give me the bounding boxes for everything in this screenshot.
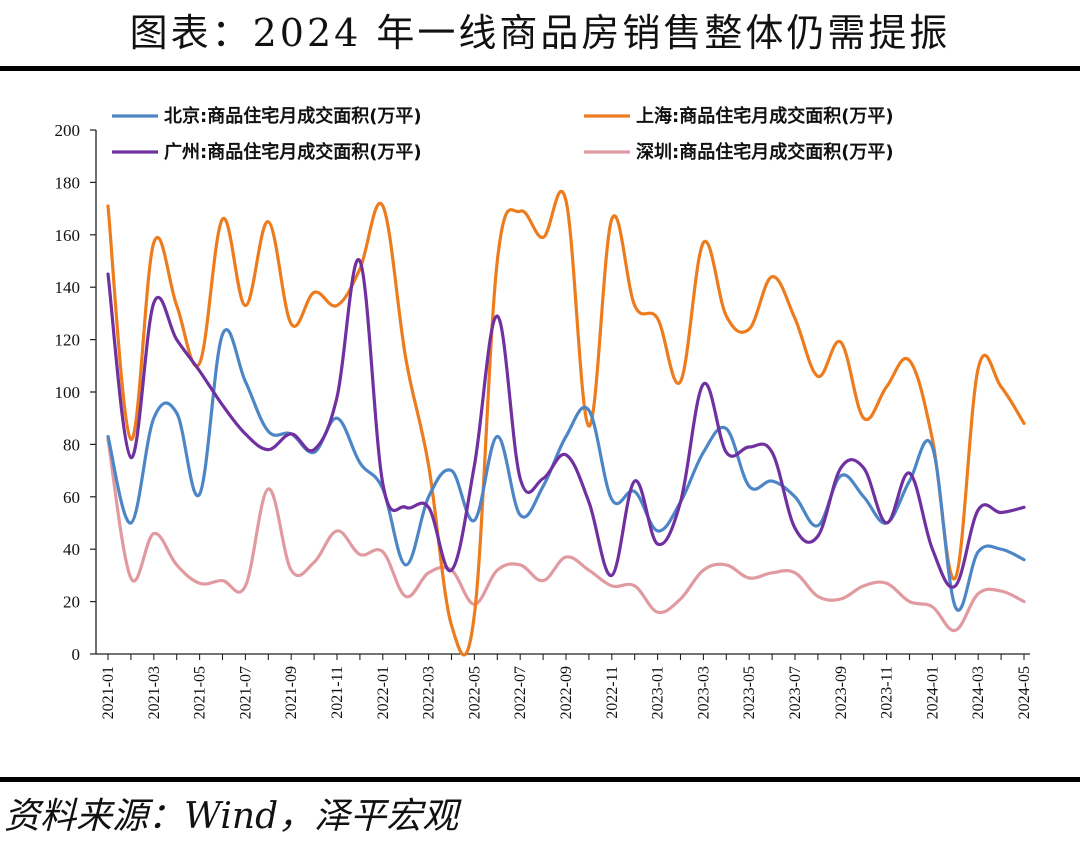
chart-series (106, 189, 1026, 657)
y-tick-label: 100 (55, 383, 81, 402)
x-tick-label: 2023-11 (879, 666, 896, 719)
series-line-beijing (106, 328, 1026, 612)
x-tick-label: 2024-03 (970, 666, 987, 719)
legend-label-shenzhen: 深圳:商品住宅月成交面积(万平) (636, 141, 894, 163)
legend-label-guangzhou: 广州:商品住宅月成交面积(万平) (164, 141, 422, 163)
y-tick-label: 140 (55, 278, 81, 297)
y-tick-label: 40 (63, 540, 80, 559)
y-tick-label: 60 (63, 488, 80, 507)
y-tick-label: 80 (63, 435, 80, 454)
series-line-shanghai (106, 189, 1026, 657)
x-tick-label: 2024-01 (924, 666, 941, 719)
chart-legend: 北京:商品住宅月成交面积(万平) 上海:商品住宅月成交面积(万平) 广州:商品住宅月… (112, 105, 894, 163)
x-tick-label: 2022-01 (375, 666, 392, 719)
y-tick-label: 160 (55, 226, 81, 245)
x-tick-label: 2021-11 (329, 666, 346, 719)
x-tick-label: 2023-01 (650, 666, 667, 719)
bottom-divider (0, 777, 1080, 782)
x-tick-label: 2021-03 (146, 666, 163, 719)
y-tick-label: 20 (63, 593, 80, 612)
x-tick-label: 2022-05 (466, 666, 483, 719)
x-tick-label: 2022-07 (512, 666, 529, 719)
x-tick-label: 2021-01 (100, 666, 117, 719)
chart-axes: 0 20 40 60 80 100 120 140 160 180 200 2021-01 2021-0… (55, 121, 1034, 719)
x-tick-label: 2022-03 (421, 666, 438, 719)
legend-label-beijing: 北京:商品住宅月成交面积(万平) (164, 105, 422, 127)
x-tick-label: 2023-05 (741, 666, 758, 719)
page-title: 图表：2024 年一线商品房销售整体仍需提振 (129, 11, 951, 55)
x-tick-label: 2023-09 (833, 666, 850, 719)
y-tick-label: 120 (55, 331, 81, 350)
x-tick-label: 2023-03 (695, 666, 712, 719)
y-tick-label: 200 (55, 121, 81, 140)
series-line-shenzhen (106, 437, 1026, 633)
top-divider (0, 66, 1080, 71)
source-note: 资料来源：Wind，泽平宏观 (4, 796, 459, 837)
y-tick-label: 0 (72, 645, 81, 664)
x-tick-label: 2021-09 (283, 666, 300, 719)
x-tick-label: 2021-05 (192, 666, 209, 719)
series-line-guangzhou (106, 258, 1026, 589)
x-tick-label: 2024-05 (1016, 666, 1033, 719)
legend-label-shanghai: 上海:商品住宅月成交面积(万平) (636, 105, 894, 127)
x-tick-label: 2022-09 (558, 666, 575, 719)
x-tick-label: 2021-07 (237, 666, 254, 719)
x-tick-label: 2023-07 (787, 666, 804, 719)
line-chart: 0 20 40 60 80 100 120 140 160 180 200 2021-01 2021-0… (55, 105, 1034, 719)
y-tick-label: 180 (55, 173, 81, 192)
x-tick-label: 2022-11 (604, 666, 621, 719)
